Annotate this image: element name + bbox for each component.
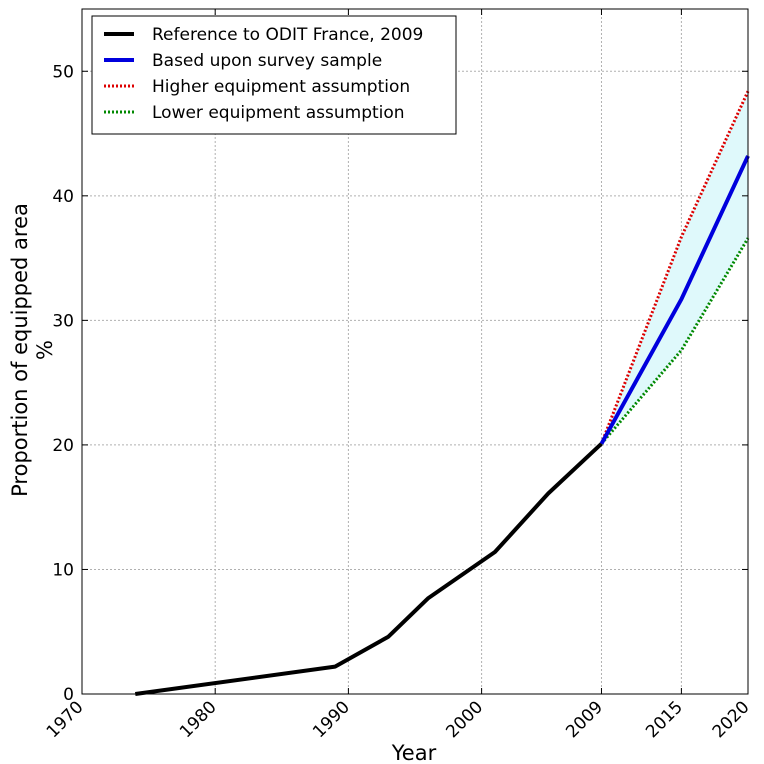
x-tick-label: 2009 [562, 697, 607, 742]
legend-label: Reference to ODIT France, 2009 [152, 25, 423, 45]
legend-item: Lower equipment assumption [104, 103, 405, 123]
legend-box [91, 15, 457, 135]
series-line-based-upon-survey-sample [599, 155, 750, 445]
x-tick-label: 1980 [176, 697, 221, 742]
x-axis-label: Year [391, 741, 437, 764]
uncertainty-band-area [601, 91, 748, 444]
series-line-lower-equipment-assumption [600, 237, 750, 445]
y-axis-ticks: 0 10 20 30 40 50 [52, 62, 748, 705]
x-tick-label: 1990 [309, 697, 354, 742]
y-tick-label: 0 [63, 685, 74, 705]
legend-label: Higher equipment assumption [152, 77, 410, 97]
legend-label: Lower equipment assumption [152, 103, 405, 123]
x-tick-label: 2015 [642, 697, 687, 742]
x-tick-label: 2020 [709, 697, 754, 742]
y-axis-label-line-2: % [33, 340, 57, 360]
plot-frame [81, 8, 749, 695]
y-tick-label: 30 [52, 311, 74, 331]
series-lines [135, 90, 750, 696]
y-axis-label-line-1: Proportion of equipped area [8, 203, 32, 497]
series-line-reference-to-odit-france-2009 [135, 442, 603, 696]
x-tick-label: 2000 [442, 697, 487, 742]
y-tick-label: 20 [52, 436, 74, 456]
series-line-higher-equipment-assumption [600, 90, 750, 445]
y-tick-label: 10 [52, 560, 74, 580]
legend-item: Reference to ODIT France, 2009 [104, 25, 423, 45]
uncertainty-band [601, 91, 748, 444]
y-tick-label: 40 [52, 187, 74, 207]
y-tick-label: 50 [52, 62, 74, 82]
legend-item: Based upon survey sample [104, 51, 382, 71]
legend: Reference to ODIT France, 2009 Based upon… [91, 15, 457, 135]
y-axis-label: Proportion of equipped area % [8, 203, 57, 497]
legend-label: Based upon survey sample [152, 51, 382, 71]
legend-item: Higher equipment assumption [104, 77, 410, 97]
